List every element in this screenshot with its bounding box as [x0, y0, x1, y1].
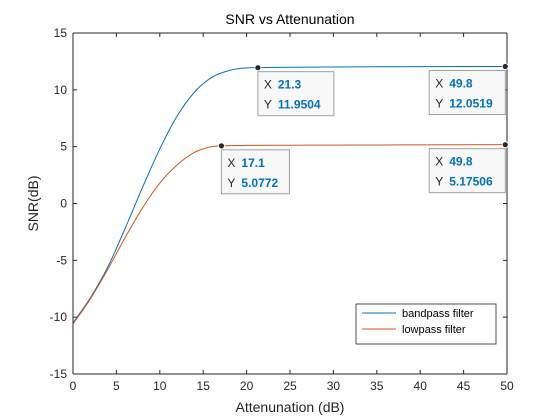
- x-tick-label: 0: [70, 379, 77, 393]
- datatip-box: [257, 71, 335, 117]
- datatip-x-key: X: [435, 155, 443, 169]
- datatip-box: [428, 70, 506, 116]
- datatip-x-value: 17.1: [241, 156, 265, 170]
- chart-title: SNR vs Attenunation: [225, 11, 354, 27]
- datatip-box: [428, 148, 506, 194]
- datatip-marker: [254, 64, 262, 72]
- datatip-y-key: Y: [264, 98, 272, 112]
- y-tick-label: -10: [50, 310, 68, 324]
- y-tick-label: -15: [50, 367, 68, 381]
- datatip: X 49.8 Y 12.0519: [428, 63, 509, 116]
- x-tick-label: 5: [113, 379, 120, 393]
- x-tick-label: 20: [240, 379, 254, 393]
- datatip-y-key: Y: [435, 97, 443, 111]
- x-tick-label: 25: [283, 379, 297, 393]
- datatip-y-value: 12.0519: [449, 97, 493, 111]
- datatip: X 49.8 Y 5.17506: [428, 141, 509, 194]
- datatip-x-key: X: [227, 156, 235, 170]
- datatip-y-value: 5.17506: [449, 175, 493, 189]
- datatip-x-value: 49.8: [449, 77, 473, 91]
- y-tick-label: 10: [54, 83, 68, 97]
- legend-box: [355, 303, 497, 345]
- datatip: X 21.3 Y 11.9504: [254, 64, 335, 117]
- legend: bandpass filter lowpass filter: [355, 303, 497, 345]
- x-tick-label: 45: [457, 379, 471, 393]
- datatip-marker: [218, 142, 225, 150]
- y-tick-label: 15: [54, 26, 68, 40]
- datatip-marker: [501, 63, 509, 70]
- datatip-marker: [501, 141, 509, 149]
- datatip-y-key: Y: [227, 176, 235, 190]
- x-tick-label: 30: [327, 379, 341, 393]
- series-line-lowpass: [72, 144, 507, 325]
- datatip: X 17.1 Y 5.0772: [218, 142, 290, 195]
- legend-label: bandpass filter: [402, 308, 474, 320]
- legend-label: lowpass filter: [402, 324, 466, 336]
- datatip-y-key: Y: [435, 175, 443, 189]
- x-tick-label: 10: [153, 379, 167, 393]
- x-axis-title: Attenunation (dB): [236, 399, 345, 415]
- datatip-y-value: 5.0772: [241, 176, 278, 190]
- series-line-bandpass: [72, 66, 508, 324]
- x-tick-label: 35: [370, 379, 384, 393]
- datatip-x-value: 49.8: [449, 155, 473, 169]
- x-tick-label: 50: [500, 379, 514, 393]
- datatip-y-value: 11.9504: [278, 98, 321, 112]
- y-tick-label: 0: [60, 197, 67, 211]
- datatip-box: [220, 149, 290, 195]
- datatip-x-value: 21.3: [278, 78, 302, 92]
- series-lines: [72, 66, 508, 325]
- tick-marks: 0 5 10 15 20 25 30 35 40 45 50 -15 -10 -5 0 5 10 15: [50, 26, 514, 393]
- x-tick-label: 40: [414, 379, 428, 393]
- datatip-x-key: X: [264, 78, 272, 92]
- y-tick-label: -5: [56, 253, 67, 267]
- datatip-x-key: X: [435, 77, 443, 91]
- x-tick-label: 15: [197, 379, 211, 393]
- y-tick-label: 5: [60, 140, 67, 154]
- y-axis-title: SNR(dB): [25, 175, 41, 231]
